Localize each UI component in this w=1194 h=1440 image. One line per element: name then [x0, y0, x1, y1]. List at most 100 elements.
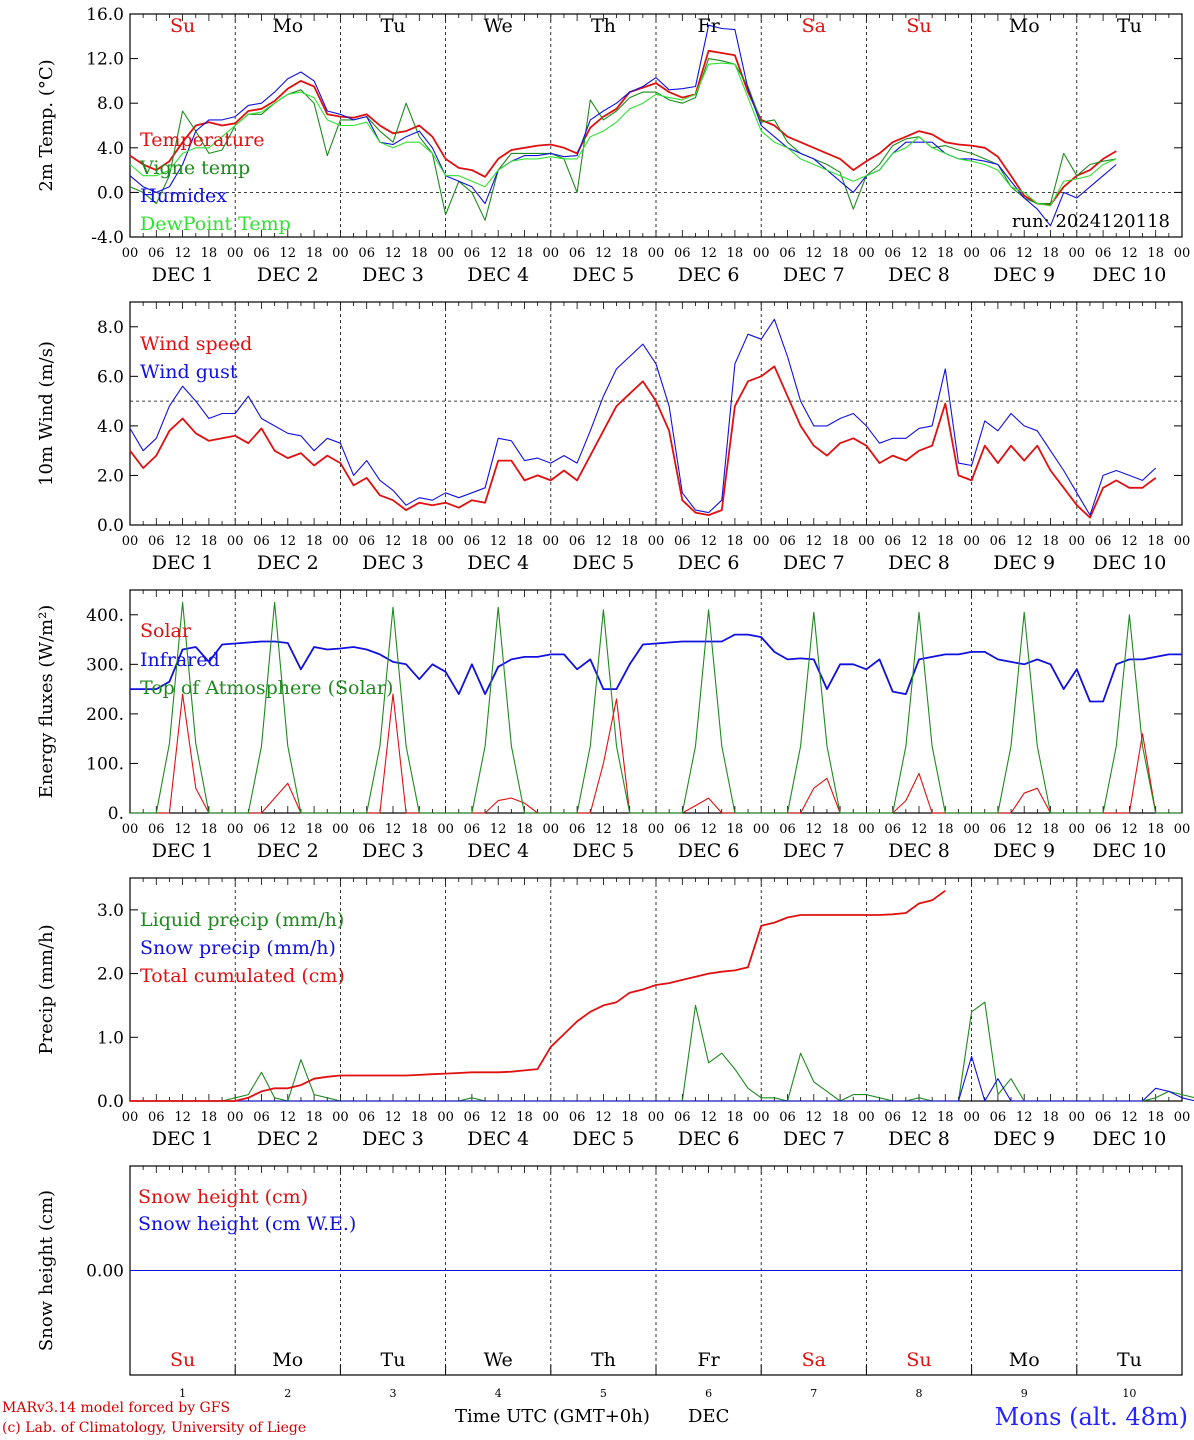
- y-tick-label: 300.: [86, 655, 124, 675]
- hour-tick-label: 18: [1042, 246, 1059, 261]
- y-tick-label: 0.: [108, 804, 124, 824]
- hour-tick-label: 00: [753, 822, 770, 837]
- hour-tick-label: 18: [201, 1110, 218, 1125]
- y-tick-label: 1.0: [97, 1028, 124, 1048]
- hour-tick-label: 12: [490, 1110, 507, 1125]
- hour-tick-label: 06: [674, 534, 691, 549]
- hour-tick-label: 12: [595, 822, 612, 837]
- hour-tick-label: 06: [148, 1110, 165, 1125]
- hour-tick-label: 06: [674, 246, 691, 261]
- hour-tick-label: 18: [832, 1110, 849, 1125]
- series-line: [130, 601, 1182, 814]
- hour-tick-label: 06: [779, 1110, 796, 1125]
- y-axis-title: 2m Temp. (°C): [36, 59, 57, 191]
- date-label: DEC 4: [467, 264, 529, 286]
- series-line: [129, 58, 1117, 221]
- hour-tick-label: 00: [543, 822, 560, 837]
- hour-tick-label: 00: [332, 1110, 349, 1125]
- hour-tick-label: 12: [385, 1110, 402, 1125]
- date-label: DEC 9: [993, 264, 1055, 286]
- legend-entry: Liquid precip (mm/h): [140, 909, 344, 931]
- weekday-label: Th: [591, 1349, 616, 1371]
- date-label: DEC 6: [678, 552, 740, 574]
- series-line: [130, 1001, 1194, 1102]
- day-number-label: 5: [600, 1387, 607, 1400]
- legend-entry: Total cumulated (cm): [140, 965, 345, 987]
- hour-tick-label: 00: [1174, 822, 1191, 837]
- hour-tick-label: 00: [332, 534, 349, 549]
- date-label: DEC 3: [362, 552, 424, 574]
- day-number-label: 7: [810, 1387, 817, 1400]
- hour-tick-label: 06: [990, 246, 1007, 261]
- hour-tick-label: 12: [1016, 1110, 1033, 1125]
- hour-tick-label: 12: [490, 822, 507, 837]
- y-axis-title: Snow height (cm): [36, 1190, 57, 1351]
- plot-frame-2: [129, 301, 1183, 526]
- hour-tick-label: 18: [516, 534, 533, 549]
- hour-tick-label: 18: [832, 822, 849, 837]
- hour-tick-label: 18: [1147, 822, 1164, 837]
- hour-tick-label: 06: [884, 822, 901, 837]
- hour-tick-label: 12: [806, 822, 823, 837]
- hour-tick-label: 00: [543, 1110, 560, 1125]
- hour-tick-label: 06: [253, 822, 270, 837]
- hour-tick-label: 18: [621, 246, 638, 261]
- hour-tick-label: 00: [437, 534, 454, 549]
- date-label: DEC 6: [678, 840, 740, 862]
- hour-tick-label: 00: [122, 534, 139, 549]
- hour-tick-label: 18: [411, 246, 428, 261]
- hour-tick-label: 06: [990, 534, 1007, 549]
- date-label: DEC 10: [1092, 1128, 1166, 1150]
- hour-tick-label: 12: [174, 1110, 191, 1125]
- date-label: DEC 1: [152, 552, 214, 574]
- series-line: [130, 633, 1182, 703]
- legend-entry: Temperature: [140, 129, 264, 151]
- series-line: [129, 365, 1157, 519]
- date-label: DEC 4: [467, 1128, 529, 1150]
- date-label: DEC 2: [257, 552, 319, 574]
- y-tick-label: 8.0: [97, 318, 124, 338]
- hour-tick-label: 18: [937, 822, 954, 837]
- date-label: DEC 1: [152, 1128, 214, 1150]
- hour-tick-label: 06: [569, 534, 586, 549]
- hour-tick-label: 18: [832, 246, 849, 261]
- hour-tick-label: 18: [306, 534, 323, 549]
- hour-tick-label: 18: [832, 534, 849, 549]
- date-label: DEC 10: [1092, 552, 1166, 574]
- y-axis-title: 10m Wind (m/s): [36, 341, 57, 486]
- day-number-label: 9: [1021, 1387, 1028, 1400]
- x-axis-title-month: DEC: [688, 1406, 730, 1427]
- station-name: Mons (alt. 48m): [994, 1403, 1188, 1431]
- y-tick-label: 400.: [86, 606, 124, 626]
- hour-tick-label: 18: [1147, 534, 1164, 549]
- hour-tick-label: 18: [1147, 1110, 1164, 1125]
- y-tick-label: 0.0: [97, 516, 124, 536]
- weekday-label: Mo: [1009, 15, 1040, 37]
- hour-tick-label: 12: [174, 246, 191, 261]
- hour-tick-label: 00: [1069, 822, 1086, 837]
- hour-tick-label: 06: [569, 1110, 586, 1125]
- hour-tick-label: 06: [779, 534, 796, 549]
- hour-tick-label: 12: [911, 1110, 928, 1125]
- weekday-label: Su: [906, 15, 931, 37]
- date-label: DEC 7: [783, 840, 845, 862]
- hour-tick-label: 06: [884, 534, 901, 549]
- hour-tick-label: 06: [464, 246, 481, 261]
- y-tick-label: 16.0: [86, 5, 124, 25]
- weekday-label: Su: [170, 1349, 195, 1371]
- hour-tick-label: 00: [648, 1110, 665, 1125]
- hour-tick-label: 00: [227, 246, 244, 261]
- hour-tick-label: 00: [332, 246, 349, 261]
- date-label: DEC 5: [573, 264, 635, 286]
- date-label: DEC 6: [678, 264, 740, 286]
- y-tick-label: 4.0: [97, 417, 124, 437]
- hour-tick-label: 18: [201, 246, 218, 261]
- plot-frame-1: [129, 13, 1183, 238]
- legend-entry: Wind gust: [140, 361, 238, 383]
- weekday-label: Fr: [697, 1349, 720, 1371]
- legend-entry: Humidex: [140, 185, 227, 207]
- hour-tick-label: 00: [963, 822, 980, 837]
- hour-tick-label: 06: [990, 1110, 1007, 1125]
- hour-tick-label: 06: [1095, 822, 1112, 837]
- hour-tick-label: 18: [411, 822, 428, 837]
